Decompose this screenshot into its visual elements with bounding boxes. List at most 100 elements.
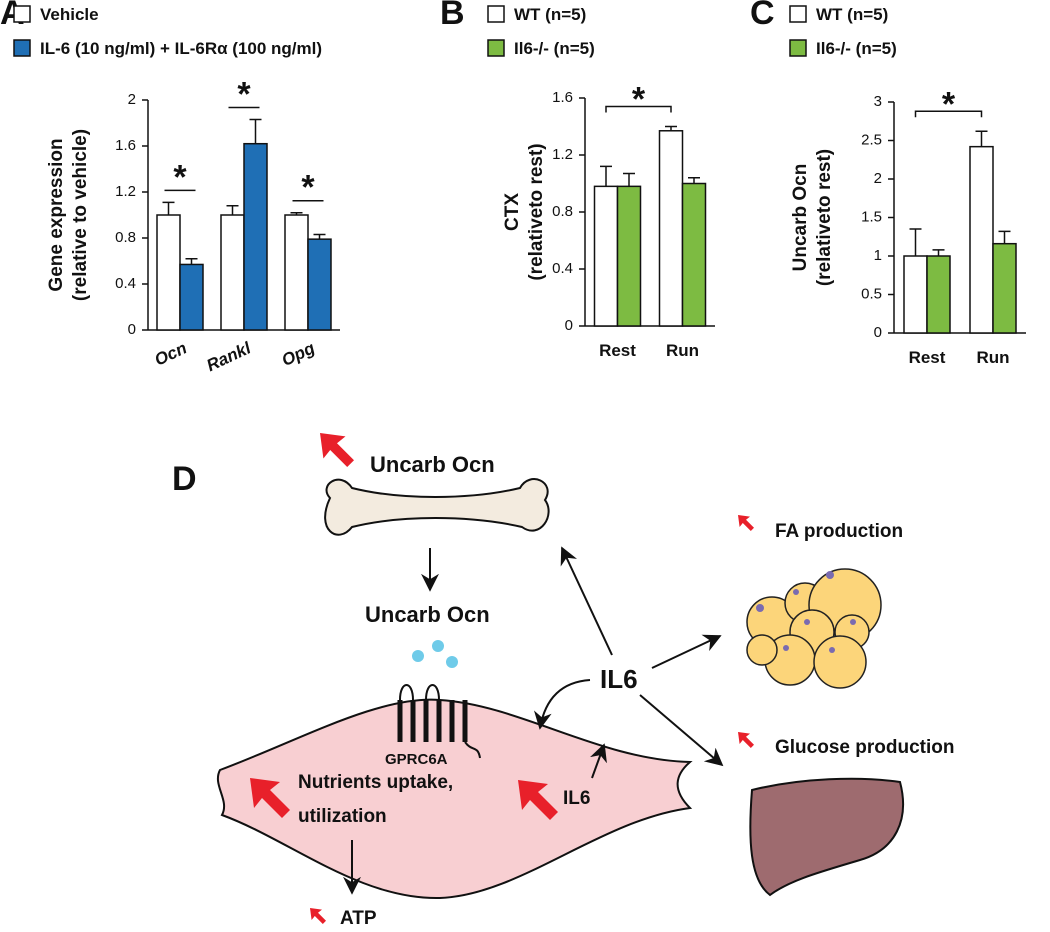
bar <box>658 130 684 327</box>
x-tick-label: Ocn <box>152 338 190 369</box>
panel-label: D <box>172 460 197 498</box>
y-tick-label: 0.4 <box>552 260 573 277</box>
y-tick-label: 2 <box>874 170 882 187</box>
panel-label: C <box>750 0 775 32</box>
legend-swatch <box>487 39 505 57</box>
legend-label: Il6-/- (n=5) <box>514 39 595 58</box>
y-tick-label: 1.2 <box>115 183 136 200</box>
y-tick-label: 0 <box>874 324 882 341</box>
bar <box>593 185 619 327</box>
bar <box>284 214 309 331</box>
significance: * <box>237 76 251 114</box>
y-tick-label: 1.6 <box>115 137 136 154</box>
chart: B WT (n=5) Il6-/- (n=5) CTX (relativeto rest… <box>440 0 715 360</box>
error-bar <box>290 211 303 215</box>
arrow <box>590 743 607 779</box>
y-axis-label: (relativeto rest) <box>526 143 547 280</box>
bar <box>969 145 994 334</box>
increase-arrow <box>310 908 326 924</box>
significance: * <box>173 158 187 196</box>
error-bar <box>162 201 175 215</box>
y-axis-label: (relative to vehicle) <box>70 129 91 301</box>
liver-effect: Glucose production <box>775 737 954 758</box>
y-tick-label: 0.5 <box>861 285 882 302</box>
legend-swatch <box>789 39 807 57</box>
muscle-il6: IL6 <box>563 788 590 809</box>
error-bar <box>600 165 612 187</box>
error-bar <box>909 228 922 256</box>
secreted-label: Uncarb Ocn <box>365 602 490 627</box>
increase-arrow <box>738 515 754 531</box>
x-tick-label: Rest <box>909 348 946 367</box>
legend-label: WT (n=5) <box>514 5 586 24</box>
x-tick-label: Opg <box>279 338 318 370</box>
legend-label: WT (n=5) <box>816 5 888 24</box>
legend-label: Il6-/- (n=5) <box>816 39 897 58</box>
bar <box>307 238 332 331</box>
y-tick-label: 1.5 <box>861 208 882 225</box>
y-tick-label: 1.2 <box>552 146 573 163</box>
cytokine-label: IL6 <box>600 664 638 694</box>
y-tick-label: 0.8 <box>115 229 136 246</box>
y-tick-label: 1.6 <box>552 89 573 106</box>
bar <box>179 263 204 331</box>
legend-swatch <box>789 5 807 23</box>
muscle-effect: utilization <box>298 806 387 827</box>
y-axis-label: (relativeto rest) <box>814 149 835 286</box>
y-tick-label: 0 <box>128 321 136 338</box>
bone-label: Uncarb Ocn <box>370 452 495 477</box>
diagram: D Uncarb Ocn Uncarb Ocn GPRC6A Nutrients… <box>172 433 954 929</box>
bone <box>324 478 550 536</box>
legend-label: Vehicle <box>40 5 99 24</box>
bar <box>220 214 245 331</box>
x-tick-label: Run <box>666 341 699 360</box>
y-tick-label: 0.4 <box>115 275 136 292</box>
x-tick-label: Run <box>976 348 1009 367</box>
significance: * <box>301 169 315 207</box>
increase-arrow <box>738 732 754 748</box>
bar <box>616 185 642 327</box>
significance: * <box>942 85 956 123</box>
error-bar <box>226 205 239 215</box>
x-tick-label: Rest <box>599 341 636 360</box>
error-bar <box>975 130 988 147</box>
muscle-effect: Nutrients uptake, <box>298 772 453 793</box>
muscle <box>217 698 693 900</box>
fat-effect: FA production <box>775 521 903 542</box>
fat-cells <box>746 568 882 689</box>
significance: * <box>632 81 646 119</box>
error-bar <box>998 230 1011 244</box>
y-tick-label: 3 <box>874 93 882 110</box>
bar <box>156 214 181 331</box>
error-bar <box>688 177 700 184</box>
y-tick-label: 0 <box>565 317 573 334</box>
error-bar <box>249 118 262 144</box>
arrows <box>533 546 724 767</box>
error-bar <box>665 125 677 131</box>
chart: C WT (n=5) Il6-/- (n=5) Uncarb Ocn (relative… <box>750 0 1026 367</box>
legend-label: IL-6 (10 ng/ml) + IL-6Rα (100 ng/ml) <box>40 39 322 58</box>
legend-swatch <box>487 5 505 23</box>
y-tick-label: 0.8 <box>552 203 573 220</box>
nuclei <box>756 571 856 653</box>
receptor <box>397 684 481 759</box>
bar <box>243 142 268 331</box>
error-bar <box>313 233 326 240</box>
receptor-label: GPRC6A <box>385 751 448 768</box>
significance-bracket <box>605 105 672 113</box>
significance-bracket <box>914 110 983 118</box>
bar <box>903 255 928 334</box>
error-bar <box>185 257 198 265</box>
increase-arrow <box>320 433 354 467</box>
y-axis-label: CTX <box>502 193 523 231</box>
y-axis-label: Gene expression <box>46 138 67 291</box>
y-tick-label: 1 <box>874 247 882 264</box>
atp-label: ATP <box>340 908 377 929</box>
y-tick-label: 2 <box>128 91 136 108</box>
y-tick-label: 2.5 <box>861 131 882 148</box>
legend-swatch <box>13 39 31 57</box>
error-bar <box>932 249 945 256</box>
x-tick-label: Rankl <box>204 338 255 375</box>
